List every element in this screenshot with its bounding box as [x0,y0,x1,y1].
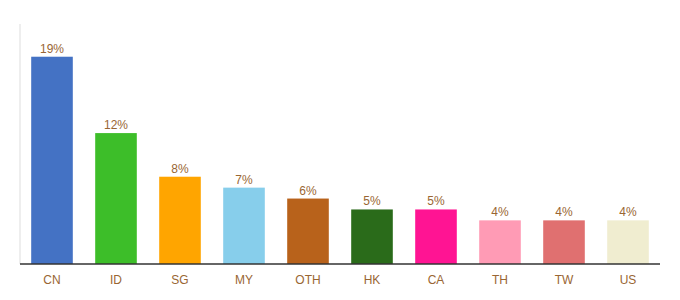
y-axis-line [20,24,21,264]
x-tick-label: TW [555,273,574,287]
bars [31,57,649,264]
data-labels: 19% 12% 8% 7% 6% 5% 5% 4% 4% 4% [40,42,637,220]
data-label: 4% [619,205,637,219]
x-axis-line [20,263,660,265]
x-tick-label: US [620,273,637,287]
x-tick-label: ID [110,273,122,287]
chart-svg: 19% 12% 8% 7% 6% 5% 5% 4% 4% 4% CN ID SG MY OTH HK CA TH T… [0,0,680,300]
chart-container: 19% 12% 8% 7% 6% 5% 5% 4% 4% 4% CN ID SG MY OTH HK CA TH T… [0,0,680,300]
bar [351,209,393,264]
data-label: 12% [104,118,128,132]
bar [415,209,457,264]
data-label: 4% [555,205,573,219]
x-tick-label: SG [171,273,188,287]
data-label: 8% [171,162,189,176]
bar [223,188,265,264]
bar [95,133,137,264]
x-tick-labels: CN ID SG MY OTH HK CA TH TW US [43,273,636,287]
x-tick-label: TH [492,273,508,287]
data-label: 19% [40,42,64,56]
data-label: 4% [491,205,509,219]
bar [287,199,329,264]
data-label: 5% [427,194,445,208]
bar [607,220,649,264]
x-tick-label: HK [364,273,381,287]
data-label: 7% [235,173,253,187]
bar [31,57,73,264]
bar [479,220,521,264]
x-tick-label: CA [428,273,445,287]
page: {"chart_data": {"type": "bar", "categori… [0,0,680,300]
data-label: 5% [363,194,381,208]
bar [159,177,201,264]
data-label: 6% [299,184,317,198]
x-tick-label: CN [43,273,60,287]
x-tick-label: OTH [295,273,320,287]
bar [543,220,585,264]
x-tick-label: MY [235,273,253,287]
